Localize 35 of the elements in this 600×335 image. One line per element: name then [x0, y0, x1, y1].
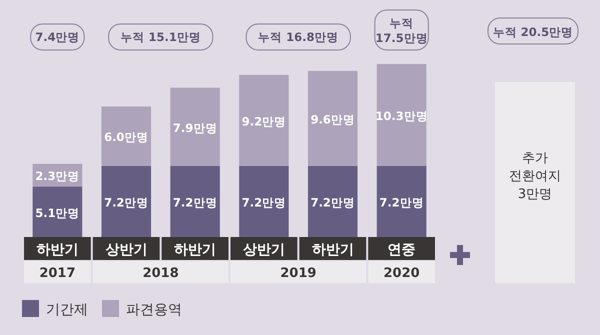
- x-tick-label: 상반기: [105, 242, 148, 258]
- x-tick-label: 연중: [388, 242, 416, 258]
- bar: [101, 106, 152, 166]
- text: 누적 16.8만명: [258, 30, 339, 44]
- data-label: 7.2만명: [172, 195, 218, 210]
- bar: [170, 88, 220, 166]
- data-label: 9.2만명: [242, 114, 286, 128]
- x-tick-label: 하반기: [312, 242, 354, 258]
- text: 2018: [142, 266, 179, 281]
- text: 누적 20.5만명: [492, 25, 574, 39]
- text: 누적 15.1만명: [120, 30, 201, 44]
- data-label: 7.2만명: [104, 195, 148, 210]
- text: 누적 17.5만명: [375, 16, 428, 45]
- data-label: 7.2만명: [310, 195, 355, 210]
- data-label: 7.2만명: [379, 195, 424, 210]
- text: 2019: [280, 266, 316, 281]
- x-tick-label: 하반기: [174, 242, 216, 258]
- data-label: 10.3만명: [375, 108, 428, 123]
- x-tick-label: 상반기: [242, 242, 285, 258]
- text: 2017: [39, 266, 76, 281]
- bar: [376, 64, 426, 166]
- data-label: 7.2만명: [242, 195, 286, 210]
- legend-label: 기간제: [46, 302, 88, 318]
- text: 2020: [383, 266, 420, 281]
- data-label: 2.3만명: [35, 169, 80, 184]
- text: 7.4만명: [35, 30, 80, 44]
- legend-label: 파견용역: [126, 302, 182, 318]
- data-label: 7.9만명: [172, 120, 218, 135]
- data-label: 6.0만명: [104, 130, 148, 144]
- data-label: 5.1만명: [35, 206, 80, 220]
- bar: [308, 70, 358, 166]
- bar: [239, 74, 289, 166]
- text: 추가 전환여지 3만명: [509, 151, 561, 202]
- x-tick-label: 하반기: [36, 242, 78, 258]
- data-label: 9.6만명: [310, 112, 355, 126]
